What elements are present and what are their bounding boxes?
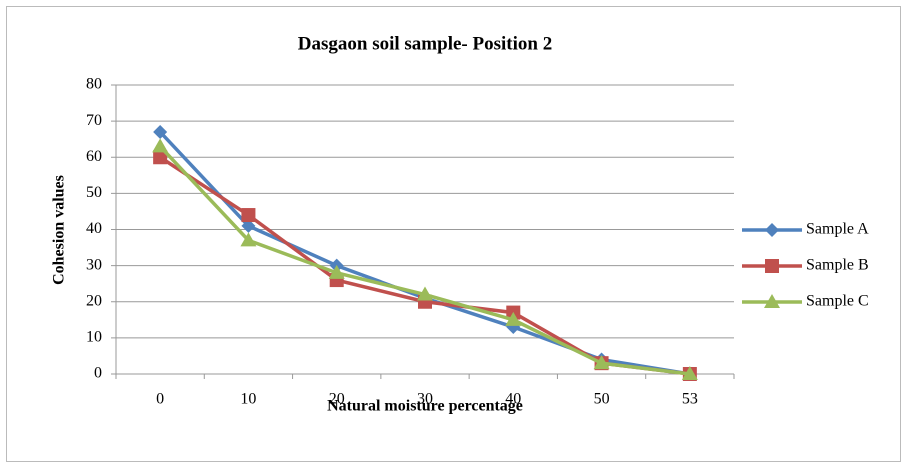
- y-axis-label: Cohesion values: [51, 175, 68, 285]
- y-tick-label: 60: [86, 148, 102, 165]
- data-point: [681, 366, 698, 380]
- x-tick-label: 40: [505, 391, 521, 408]
- y-tick-label: 50: [86, 184, 102, 201]
- data-point: [417, 286, 433, 301]
- y-tick-label: 10: [86, 329, 102, 346]
- data-point: [241, 218, 256, 233]
- legend-label: Sample B: [806, 257, 869, 274]
- data-point: [153, 124, 168, 139]
- legend-label: Sample A: [806, 221, 869, 238]
- legend-marker: [765, 259, 779, 273]
- data-point: [505, 311, 522, 326]
- legend-marker: [764, 294, 780, 308]
- x-tick-label: 10: [240, 391, 256, 408]
- data-point: [593, 355, 610, 370]
- x-tick-label: 50: [594, 391, 610, 408]
- legend-label: Sample C: [806, 293, 869, 310]
- data-point: [240, 232, 257, 247]
- x-tick-label: 20: [329, 391, 345, 408]
- chart-title: Dasgaon soil sample- Position 2: [298, 33, 552, 54]
- y-tick-label: 70: [86, 112, 102, 129]
- x-tick-label: 53: [682, 391, 698, 408]
- data-point: [241, 208, 256, 223]
- x-tick-label: 30: [417, 391, 433, 408]
- x-tick-label: 0: [156, 391, 164, 408]
- x-axis-label: Natural moisture percentage: [327, 398, 523, 415]
- data-point: [152, 138, 169, 153]
- y-tick-label: 20: [86, 292, 102, 309]
- y-tick-label: 40: [86, 220, 102, 237]
- data-point: [328, 264, 345, 279]
- legend-marker: [765, 223, 779, 237]
- y-tick-label: 80: [86, 76, 102, 93]
- data-point: [153, 150, 168, 165]
- y-tick-label: 30: [86, 256, 102, 273]
- y-tick-label: 0: [94, 365, 102, 382]
- chart-border: [6, 6, 901, 462]
